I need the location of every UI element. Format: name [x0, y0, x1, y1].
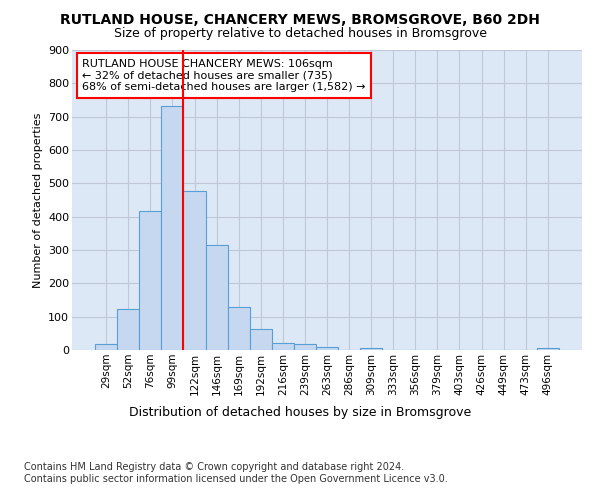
Text: RUTLAND HOUSE, CHANCERY MEWS, BROMSGROVE, B60 2DH: RUTLAND HOUSE, CHANCERY MEWS, BROMSGROVE… — [60, 12, 540, 26]
Bar — [95, 344, 117, 350]
Bar — [117, 310, 139, 350]
Bar — [139, 210, 161, 350]
Text: RUTLAND HOUSE CHANCERY MEWS: 106sqm
← 32% of detached houses are smaller (735)
6: RUTLAND HOUSE CHANCERY MEWS: 106sqm ← 32… — [82, 59, 366, 92]
Bar — [316, 347, 338, 350]
Bar — [294, 344, 316, 350]
Bar — [272, 342, 294, 350]
Text: Contains HM Land Registry data © Crown copyright and database right 2024.
Contai: Contains HM Land Registry data © Crown c… — [24, 462, 448, 484]
Y-axis label: Number of detached properties: Number of detached properties — [32, 112, 43, 288]
Text: Size of property relative to detached houses in Bromsgrove: Size of property relative to detached ho… — [113, 28, 487, 40]
Bar — [360, 348, 382, 350]
Bar — [206, 245, 227, 350]
Text: Distribution of detached houses by size in Bromsgrove: Distribution of detached houses by size … — [129, 406, 471, 419]
Bar — [537, 348, 559, 350]
Bar — [184, 190, 206, 350]
Bar — [227, 306, 250, 350]
Bar — [250, 329, 272, 350]
Bar — [161, 106, 184, 350]
